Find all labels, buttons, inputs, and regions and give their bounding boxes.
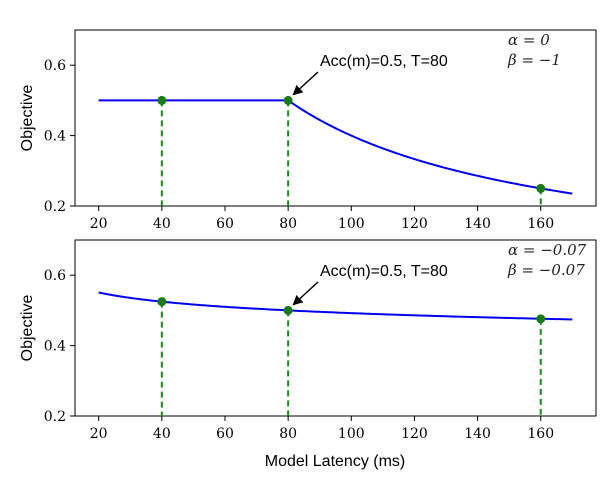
y-ticks-bottom: 0.2 0.4 0.6 (44, 268, 75, 425)
x-tick-label: 40 (153, 216, 171, 232)
plot-content-top (98, 95, 573, 206)
y-tick-label: 0.6 (44, 58, 66, 74)
panel-bottom: 20 40 60 80 100 120 140 160 0.2 0.4 0.6 Objective… (19, 239, 597, 470)
data-point-1 (157, 95, 167, 105)
x-tick-label: 80 (279, 426, 297, 442)
x-axis-label: Model Latency (ms) (265, 453, 406, 470)
plot-content-bottom (98, 291, 573, 416)
x-ticks-top: 20 40 60 80 100 120 140 160 (90, 206, 554, 232)
plot-frame-top (74, 29, 597, 207)
data-point-1 (157, 297, 167, 307)
y-ticks-top: 0.2 0.4 0.6 (44, 58, 75, 215)
data-point-3 (536, 183, 546, 193)
y-axis-label-bottom: Objective (19, 295, 36, 362)
y-tick-label: 0.4 (44, 339, 66, 355)
beta-label-bottom: β = −0.07 (507, 261, 585, 279)
y-tick-label: 0.4 (44, 129, 66, 145)
annotation-arrow-top (292, 71, 319, 96)
annotation-text-bottom: Acc(m)=0.5, T=80 (320, 263, 448, 280)
x-tick-label: 160 (527, 216, 554, 232)
x-tick-label: 20 (90, 426, 108, 442)
x-tick-label: 40 (153, 426, 171, 442)
alpha-label-top: α = 0 (508, 31, 550, 49)
y-tick-label: 0.6 (44, 268, 66, 284)
objective-curve (98, 291, 573, 321)
annotation-arrow-bottom (292, 281, 319, 306)
x-tick-label: 160 (527, 426, 554, 442)
annotation-text-top: Acc(m)=0.5, T=80 (320, 53, 448, 70)
x-tick-label: 140 (464, 216, 491, 232)
x-tick-label: 80 (279, 216, 297, 232)
beta-label-top: β = −1 (507, 51, 561, 69)
data-point-2 (283, 305, 293, 315)
data-point-3 (536, 314, 546, 324)
objective-curve (98, 99, 573, 195)
alpha-label-bottom: α = −0.07 (508, 241, 587, 259)
x-tick-label: 60 (216, 216, 234, 232)
plot-frame-bottom (74, 239, 597, 417)
x-ticks-bottom: 20 40 60 80 100 120 140 160 (90, 416, 554, 442)
y-tick-label: 0.2 (44, 199, 66, 215)
x-tick-label: 100 (338, 216, 365, 232)
y-axis-label-top: Objective (19, 85, 36, 152)
data-point-2 (283, 95, 293, 105)
x-tick-label: 20 (90, 216, 108, 232)
x-tick-label: 120 (401, 216, 428, 232)
y-tick-label: 0.2 (44, 409, 66, 425)
x-tick-label: 140 (464, 426, 491, 442)
x-tick-label: 100 (338, 426, 365, 442)
panel-top: 20 40 60 80 100 120 140 160 0.2 0.4 0.6 Objective… (19, 29, 597, 232)
x-tick-label: 60 (216, 426, 234, 442)
x-tick-label: 120 (401, 426, 428, 442)
